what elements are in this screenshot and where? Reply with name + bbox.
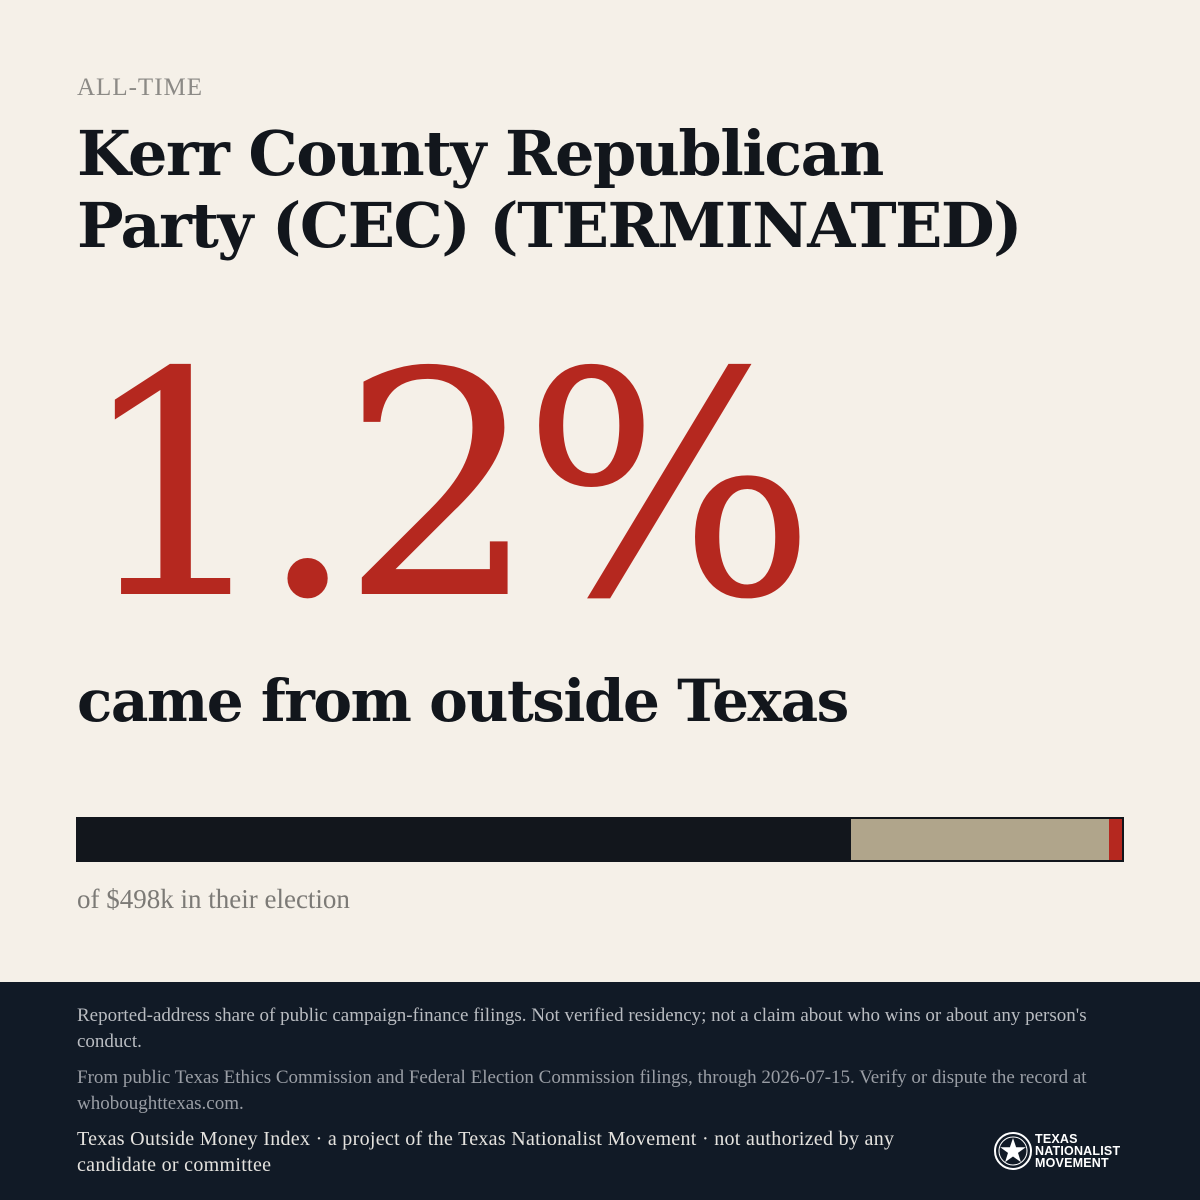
star-seal-icon <box>994 1132 1032 1170</box>
bar-segment-unknown <box>850 819 1110 860</box>
disclaimer-text: Reported-address share of public campaig… <box>77 1005 1087 1052</box>
credit-text: Texas Outside Money Index · a project of… <box>77 1128 895 1176</box>
total-raised-caption: of $498k in their election <box>77 884 350 914</box>
tnm-logo: TEXAS NATIONALIST MOVEMENT <box>993 1131 1120 1171</box>
logo-line-1: TEXAS <box>1035 1132 1078 1146</box>
logo-line-3: MOVEMENT <box>1035 1156 1109 1170</box>
committee-title: Kerr County Republican Party (CEC) (TERM… <box>77 117 1023 262</box>
bar-segment-outside-texas <box>1109 819 1122 860</box>
logo-line-2: NATIONALIST <box>1035 1144 1121 1158</box>
share-bar <box>76 817 1124 862</box>
bar-segment-texas <box>78 819 851 860</box>
source-text: From public Texas Ethics Commission and … <box>77 1067 1087 1114</box>
outside-share-caption: came from outside Texas <box>77 667 849 735</box>
outside-share-value: 1.2% <box>77 307 817 668</box>
period-label: ALL-TIME <box>77 74 204 101</box>
